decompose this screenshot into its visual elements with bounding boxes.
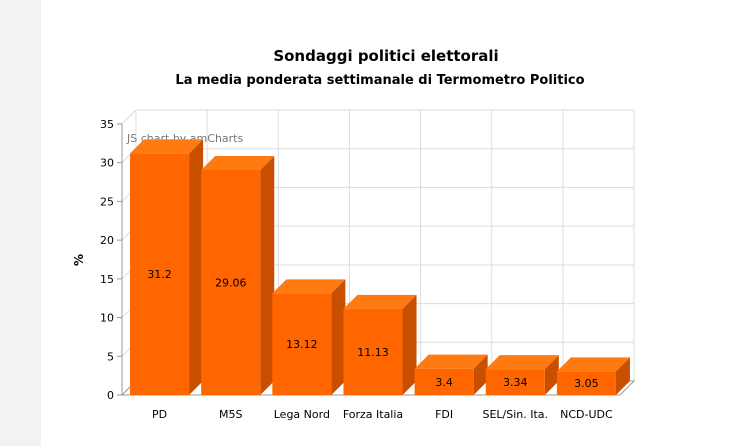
bar bbox=[343, 308, 403, 395]
bar-side bbox=[544, 355, 559, 395]
data-label: 13.12 bbox=[286, 338, 318, 351]
data-label: 31.2 bbox=[147, 268, 172, 281]
bar bbox=[201, 169, 261, 395]
x-tick-label: SEL/Sin. Ita. bbox=[482, 408, 548, 421]
bar-side bbox=[473, 354, 488, 395]
bar-side bbox=[615, 357, 630, 395]
data-label: 11.13 bbox=[357, 346, 389, 359]
y-tick-label: 35 bbox=[100, 118, 114, 131]
bar-top bbox=[343, 294, 417, 309]
bar-top bbox=[485, 355, 559, 370]
chart-subtitle: La media ponderata settimanale di Termom… bbox=[175, 73, 584, 88]
bar-top bbox=[201, 155, 275, 170]
x-tick-label: M5S bbox=[219, 408, 242, 421]
x-tick-label: FDI bbox=[435, 408, 453, 421]
data-label: 29.06 bbox=[215, 276, 247, 289]
bar-side bbox=[331, 279, 346, 395]
y-tick-label: 0 bbox=[107, 389, 114, 402]
x-tick-label: NCD-UDC bbox=[560, 408, 613, 421]
bar bbox=[130, 153, 190, 395]
bar-side bbox=[402, 294, 417, 395]
bar bbox=[556, 371, 616, 395]
y-tick-label: 25 bbox=[100, 195, 114, 208]
y-tick-label: 10 bbox=[100, 312, 114, 325]
y-tick-label: 15 bbox=[100, 273, 114, 286]
x-tick-label: Forza Italia bbox=[343, 408, 403, 421]
y-tick-label: 5 bbox=[107, 350, 114, 363]
bar-top bbox=[556, 357, 630, 372]
bars: 31.2 29.06 13.12 11.13 3.4 3.34 3.05 bbox=[130, 139, 630, 395]
data-label: 3.05 bbox=[574, 377, 599, 390]
bar-top bbox=[272, 279, 346, 294]
y-axis-label: % bbox=[72, 254, 86, 266]
x-tick-label: Lega Nord bbox=[274, 408, 330, 421]
bar bbox=[485, 369, 545, 395]
y-tick-label: 30 bbox=[100, 157, 114, 170]
bar-top bbox=[414, 354, 488, 369]
bar-side bbox=[189, 139, 204, 395]
data-label: 3.4 bbox=[435, 376, 453, 389]
bar bbox=[414, 368, 474, 395]
gridline-skew bbox=[121, 109, 137, 125]
bar-side bbox=[260, 155, 275, 395]
data-label: 3.34 bbox=[503, 376, 528, 389]
bar bbox=[272, 293, 332, 395]
chart-title: Sondaggi politici elettorali bbox=[273, 47, 498, 65]
x-tick-label: PD bbox=[152, 408, 167, 421]
tick-labels: 0 5 10 15 20 25 30 35 PD M5S Lega Nord Forza Italia… bbox=[100, 118, 613, 421]
y-tick-label: 20 bbox=[100, 234, 114, 247]
bar-top bbox=[130, 139, 204, 154]
